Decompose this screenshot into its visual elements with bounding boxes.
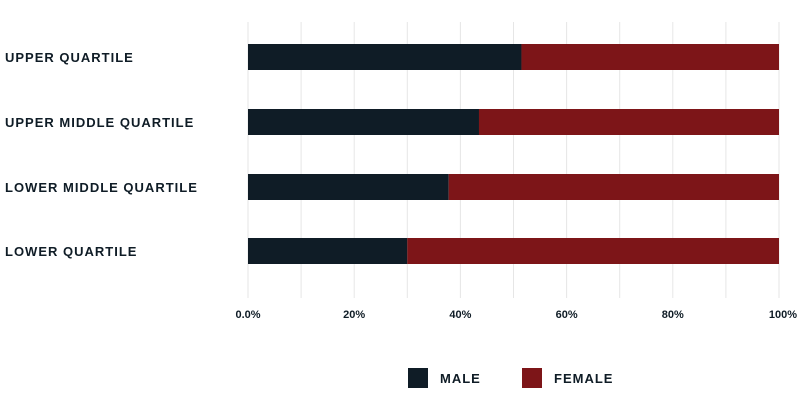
x-tick-label: 0.0% (235, 309, 260, 321)
legend-item-female: FEMALE (522, 368, 613, 388)
category-label: LOWER QUARTILE (5, 244, 137, 259)
bars (248, 44, 779, 264)
x-tick-label: 100% (769, 309, 797, 321)
bar-male-4 (248, 238, 408, 264)
x-tick-label: 80% (662, 309, 684, 321)
x-axis-ticks: 0.0% 20% 40% 60% 80% 100% (235, 309, 797, 321)
category-labels: UPPER QUARTILE UPPER MIDDLE QUARTILE LOWER… (5, 50, 198, 259)
category-label: UPPER MIDDLE QUARTILE (5, 115, 194, 130)
legend-swatch (408, 368, 428, 388)
bar-female-4 (407, 238, 779, 264)
x-tick-label: 40% (449, 309, 471, 321)
bar-female-2 (478, 109, 779, 135)
bar-male-2 (248, 109, 479, 135)
bar-female-1 (521, 44, 779, 70)
category-label: UPPER QUARTILE (5, 50, 134, 65)
bar-male-1 (248, 44, 522, 70)
bar-female-3 (448, 174, 779, 200)
legend-label: FEMALE (554, 371, 613, 386)
legend-label: MALE (440, 371, 481, 386)
legend-item-male: MALE (408, 368, 481, 388)
legend: MALE FEMALE (408, 368, 613, 388)
x-tick-label: 20% (343, 309, 365, 321)
category-label: LOWER MIDDLE QUARTILE (5, 180, 198, 195)
x-tick-label: 60% (556, 309, 578, 321)
bar-male-3 (248, 174, 449, 200)
legend-swatch (522, 368, 542, 388)
